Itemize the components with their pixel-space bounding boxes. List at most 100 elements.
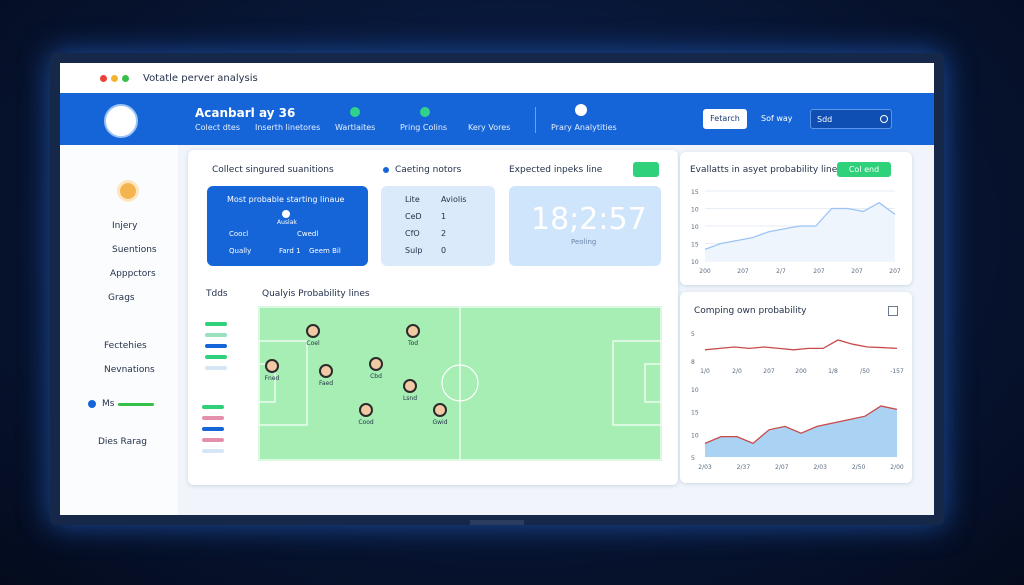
player-label: Coel (306, 340, 320, 347)
header-title: Acanbarl ay 36 (195, 106, 296, 120)
sidebar-item[interactable]: Nevnations (104, 365, 155, 375)
x-tick-label: 207 (851, 268, 863, 275)
link-button[interactable]: Sof way (761, 114, 793, 123)
x-tick-label: 207 (763, 368, 775, 375)
tab[interactable]: Tdds (206, 289, 228, 299)
nav-item[interactable]: Prary Analytities (551, 123, 617, 132)
toggle-button[interactable] (633, 162, 659, 177)
player-label: Fned (265, 375, 280, 382)
option[interactable]: Fard 1 (279, 247, 301, 255)
player-avatar (359, 403, 373, 417)
player-label: Faed (319, 380, 333, 387)
sidebar-item[interactable]: Injery (112, 221, 138, 231)
max-dot[interactable] (122, 75, 129, 82)
x-tick-label: 2/07 (775, 464, 789, 471)
y-tick-label: 10 (691, 259, 699, 266)
sidebar-item[interactable]: Apppctors (110, 269, 156, 279)
big-time: 18;2:57 (531, 202, 647, 237)
line (704, 201, 896, 250)
legend-bar (205, 355, 227, 359)
option[interactable]: Geem Bil (309, 247, 341, 255)
line (704, 405, 898, 445)
separator (535, 107, 536, 133)
avatar (117, 180, 139, 202)
y-tick-label: 5 (691, 331, 695, 338)
player-icon (282, 210, 290, 218)
option[interactable]: Qually (229, 247, 252, 255)
legend-bar (202, 405, 224, 409)
player-avatar (265, 359, 279, 373)
y-tick-label: 10 (691, 207, 699, 214)
close-dot[interactable] (100, 75, 107, 82)
x-tick-label: 1/8 (828, 368, 838, 375)
line (704, 339, 898, 351)
player-label: Gwid (432, 419, 447, 426)
y-tick-label: 15 (691, 189, 699, 196)
y-tick-label: 10 (691, 432, 699, 439)
section-title: Evallatts in asyet probability line (690, 165, 838, 175)
x-tick-label: 200 (795, 368, 807, 375)
y-tick-label: 5 (691, 455, 695, 462)
sidebar-item[interactable]: Dies Rarag (98, 437, 148, 447)
legend-bar (205, 322, 227, 326)
y-tick-label: 15 (691, 410, 699, 417)
table-cell: 2 (441, 229, 447, 238)
table-cell: CeD (405, 212, 422, 221)
caption: Peoling (571, 238, 597, 246)
x-tick-label: 207 (737, 268, 749, 275)
fetch-button[interactable]: Fetarch (703, 109, 747, 129)
section-title: Comping own probability (694, 306, 807, 316)
x-tick-label: 2/03 (813, 464, 827, 471)
y-tick-label: 10 (691, 224, 699, 231)
title-bar: Votatle perver analysis (60, 63, 934, 93)
option[interactable]: Coocl (229, 230, 249, 238)
table-cell: Sulp (405, 246, 423, 255)
x-tick-label: 207 (813, 268, 825, 275)
x-tick-label: 2/03 (698, 464, 712, 471)
y-tick-label: 8 (691, 359, 695, 366)
checkbox[interactable] (888, 306, 898, 316)
area (705, 406, 897, 457)
sidebar-item[interactable]: Suentions (112, 245, 157, 255)
compare-upper-chart: 5 8 1/0 2/0 207 200 1/8/50 -157 (691, 331, 904, 375)
option[interactable]: Cwedl (297, 230, 319, 238)
player-label: Cbd (370, 373, 382, 380)
x-tick-label: 2/0 (732, 368, 742, 375)
table-cell: CfO (405, 229, 420, 238)
x-tick-label: -157 (890, 368, 904, 375)
sidebar-item[interactable]: Ms (102, 399, 115, 409)
sidebar-item[interactable]: Fectehies (104, 341, 147, 351)
player-avatar (406, 324, 420, 338)
table-cell: Lite (405, 195, 420, 204)
table-cell: Aviolis (441, 195, 467, 204)
nav-item[interactable]: Inserth linetores (255, 123, 321, 132)
pitch: Coel Tod Fned Cbd Faed Lsnd Cood Gwid (258, 306, 662, 461)
nav-item[interactable]: Pring Colins (400, 123, 448, 132)
trend-button[interactable]: Col end (837, 162, 891, 177)
legend-bar (205, 333, 227, 337)
player-avatar (319, 364, 333, 378)
screen: Votatle perver analysis Acanbarl ay 36 C… (60, 63, 934, 515)
player-avatar (369, 357, 383, 371)
search-box[interactable]: Sdd (810, 109, 892, 129)
toggle-bar[interactable] (118, 403, 154, 406)
search-icon[interactable] (880, 115, 888, 123)
nav-item[interactable]: Wartlaites (335, 123, 376, 132)
nav-item[interactable]: Colect dtes (195, 123, 241, 132)
player-avatar (433, 403, 447, 417)
min-dot[interactable] (111, 75, 118, 82)
window-title: Votatle perver analysis (143, 73, 258, 84)
y-tick-label: 10 (691, 387, 699, 394)
lineup-card: Most probable starting linaue Auslak Coo… (207, 186, 368, 266)
sidebar-item[interactable]: Grags (108, 293, 135, 303)
bullet (383, 167, 389, 173)
nav-item[interactable]: Kery Vores (468, 123, 511, 132)
x-tick-label: 2/50 (852, 464, 866, 471)
x-tick-label: 207 (889, 268, 901, 275)
legend-bar (202, 449, 224, 453)
legend-bar (202, 416, 224, 420)
legend-bar (205, 344, 227, 348)
analytics-icon (575, 104, 587, 116)
